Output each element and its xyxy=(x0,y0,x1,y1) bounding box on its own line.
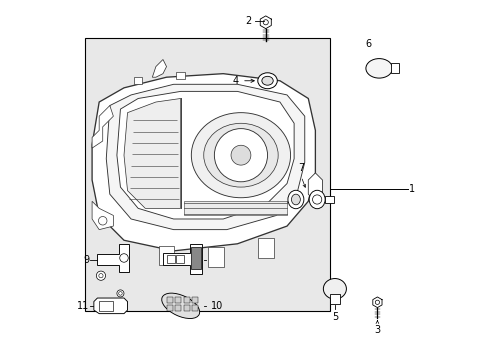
Polygon shape xyxy=(92,105,113,148)
Polygon shape xyxy=(97,244,129,272)
Text: 4: 4 xyxy=(233,76,254,86)
Bar xyxy=(166,305,173,311)
Polygon shape xyxy=(124,99,181,208)
Bar xyxy=(175,297,181,303)
Circle shape xyxy=(230,145,250,165)
Ellipse shape xyxy=(323,279,346,299)
Text: 5: 5 xyxy=(331,312,337,322)
Polygon shape xyxy=(94,298,127,314)
Ellipse shape xyxy=(262,76,273,85)
Bar xyxy=(208,247,224,267)
Ellipse shape xyxy=(257,73,277,89)
Polygon shape xyxy=(92,74,315,251)
Polygon shape xyxy=(152,59,166,77)
Circle shape xyxy=(96,271,105,280)
Polygon shape xyxy=(184,201,286,215)
Bar xyxy=(134,77,142,84)
Text: 9: 9 xyxy=(83,255,89,265)
Circle shape xyxy=(214,129,267,182)
Bar xyxy=(390,63,399,73)
Text: 7: 7 xyxy=(298,163,304,173)
Text: 11: 11 xyxy=(77,301,89,311)
Bar xyxy=(176,256,184,263)
Ellipse shape xyxy=(203,123,278,187)
Ellipse shape xyxy=(162,293,199,319)
Bar xyxy=(99,301,112,311)
Bar xyxy=(167,256,175,263)
Text: 8: 8 xyxy=(209,255,215,265)
Polygon shape xyxy=(106,84,304,230)
Bar xyxy=(258,238,273,258)
Ellipse shape xyxy=(287,190,303,209)
Text: 1: 1 xyxy=(408,184,415,194)
Bar xyxy=(176,72,184,79)
Ellipse shape xyxy=(291,194,300,205)
Text: 3: 3 xyxy=(374,325,380,334)
Text: 2: 2 xyxy=(245,15,251,26)
Ellipse shape xyxy=(191,113,290,198)
Polygon shape xyxy=(117,91,293,219)
Bar xyxy=(190,247,200,269)
Polygon shape xyxy=(92,201,113,230)
Bar xyxy=(192,297,198,303)
Circle shape xyxy=(117,290,124,297)
Bar xyxy=(159,246,174,265)
Ellipse shape xyxy=(365,59,392,78)
Bar xyxy=(192,305,198,311)
Polygon shape xyxy=(372,297,381,307)
Bar xyxy=(325,196,333,203)
Text: 6: 6 xyxy=(365,39,371,49)
Ellipse shape xyxy=(308,190,325,209)
Polygon shape xyxy=(163,244,202,274)
Bar xyxy=(329,294,340,304)
Text: 10: 10 xyxy=(210,301,223,311)
Polygon shape xyxy=(307,173,322,201)
Bar xyxy=(166,297,173,303)
Bar xyxy=(183,297,189,303)
Polygon shape xyxy=(260,16,271,29)
Bar xyxy=(183,305,189,311)
Bar xyxy=(85,38,329,311)
Bar xyxy=(175,305,181,311)
